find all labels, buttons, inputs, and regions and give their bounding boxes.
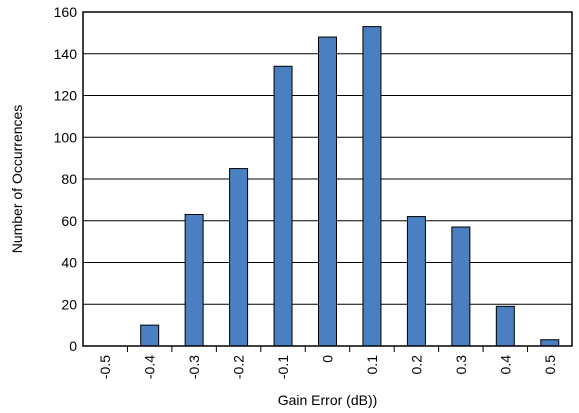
bar-0 [318,36,337,347]
bar--0.4 [140,324,160,347]
bars [140,26,560,347]
bar--0.1 [273,65,293,347]
y-tick-label: 100 [54,129,78,145]
x-tick-label: -0.3 [186,355,202,379]
y-tick-label: 80 [61,171,77,187]
x-tick-label: 0.5 [542,355,558,375]
x-tick-label: 0 [320,355,336,363]
x-tick-label: -0.5 [97,355,113,379]
y-tick-label: 0 [69,338,77,354]
bar--0.2 [229,168,249,347]
x-tick-label: -0.2 [231,355,247,379]
bar-0.1 [362,26,382,347]
bar--0.3 [184,213,204,347]
x-tick-label: 0.4 [497,355,513,375]
y-tick-label: 120 [54,88,78,104]
x-tick-label: -0.4 [142,355,158,379]
bar-0.5 [540,339,560,347]
y-axis-ticks: 0 20 40 60 80 100 120 140 160 [54,4,78,354]
x-tick-label: 0.3 [453,355,469,375]
x-tick-label: 0.1 [364,355,380,375]
y-tick-label: 140 [54,46,78,62]
x-tick-label: -0.1 [275,355,291,379]
plot-area-frame [82,11,573,347]
y-axis-title: Number of Occurrences [9,105,25,254]
bar-0.3 [451,226,471,347]
bar-0.4 [495,305,515,347]
y-tick-label: 20 [61,296,77,312]
x-axis-title: Gain Error (dB)) [278,392,378,408]
y-tick-label: 160 [54,4,78,20]
x-axis-ticks: -0.5 -0.4 -0.3 -0.2 -0.1 0 0.1 0.2 0.3 0.4 0.5 [97,346,558,379]
x-tick-label: 0.2 [408,355,424,375]
y-tick-label: 60 [61,213,77,229]
bar-0.2 [406,216,426,347]
y-tick-label: 40 [61,255,77,271]
